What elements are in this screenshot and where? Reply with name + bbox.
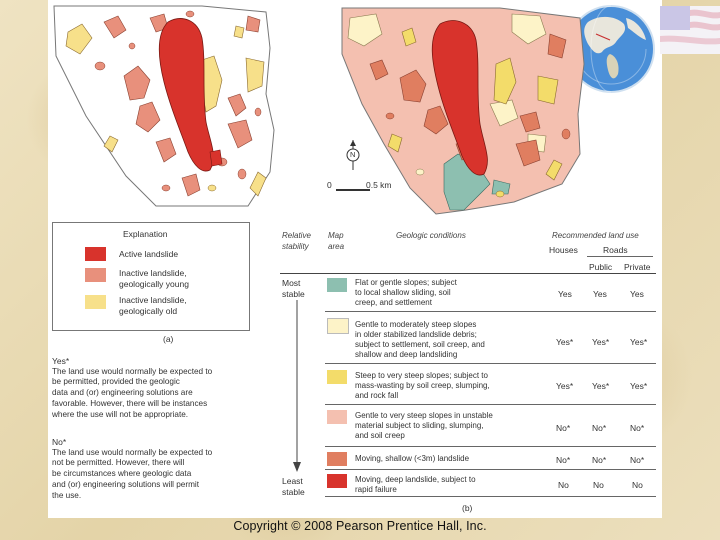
- row-swatch-gentle: [327, 318, 349, 334]
- row-houses: Yes: [558, 289, 572, 299]
- header-roads: Roads: [603, 245, 628, 255]
- no-note-line: the use.: [52, 490, 82, 500]
- yes-note-line: be permitted, provided the geologic: [52, 377, 180, 387]
- explanation-legend: Explanation Active landslide Inactive la…: [52, 222, 250, 331]
- flag-image: [660, 6, 720, 54]
- header-map: Map: [328, 231, 344, 240]
- row-swatch-shallow: [327, 452, 347, 466]
- row-public: No: [593, 480, 604, 490]
- no-note-line: and (or) engineering solutions will perm…: [52, 479, 199, 489]
- row-condition-deep: Moving, deep landslide, subject to rapid …: [355, 475, 476, 494]
- header-divider: [280, 273, 656, 274]
- scale-end-label: 0.5 km: [366, 180, 392, 190]
- row-condition-unstable: Gentle to very steep slopes in unstable m…: [355, 411, 493, 440]
- row-condition-steep: Steep to very steep slopes; subject to ma…: [355, 371, 490, 400]
- yes-note-line: where the use will not be appropriate.: [52, 409, 189, 419]
- legend-swatch-old: [85, 295, 106, 309]
- row-houses: No*: [556, 423, 571, 433]
- north-arrow-icon: [346, 140, 360, 170]
- row-divider: [325, 363, 656, 364]
- no-note: No* The land use would normally be expec…: [52, 437, 244, 501]
- row-houses: No*: [556, 455, 571, 465]
- yes-note-line: favorable. However, there will be instan…: [52, 398, 208, 408]
- yes-note: Yes* The land use would normally be expe…: [52, 356, 244, 420]
- yes-note-title: Yes*: [52, 356, 70, 366]
- globe-image: [567, 5, 655, 93]
- part-a-label: (a): [163, 334, 174, 344]
- legend-swatch-young: [85, 268, 106, 282]
- row-houses: Yes*: [556, 381, 574, 391]
- legend-label-young-2: geologically young: [119, 279, 189, 289]
- scale-start-label: 0: [327, 180, 332, 190]
- legend-label-old-1: Inactive landslide,: [119, 295, 187, 305]
- row-public: No*: [592, 423, 607, 433]
- no-note-line: be circumstances where geologic data: [52, 469, 192, 479]
- legend-swatch-active: [85, 247, 106, 261]
- no-note-title: No*: [52, 437, 67, 447]
- row-public: No*: [592, 455, 607, 465]
- most-label: Most: [282, 278, 301, 288]
- most-label-2: stable: [282, 289, 305, 299]
- row-condition-flat: Flat or gentle slopes; subject to local s…: [355, 278, 457, 307]
- header-private: Private: [624, 262, 651, 272]
- row-divider: [325, 469, 656, 470]
- header-stability: stability: [282, 242, 309, 251]
- copyright-text: Copyright © 2008 Pearson Prentice Hall, …: [233, 519, 487, 533]
- row-houses: Yes*: [556, 337, 574, 347]
- north-label: N: [350, 150, 356, 159]
- row-swatch-deep: [327, 474, 347, 488]
- explanation-title: Explanation: [123, 229, 168, 239]
- header-relative: Relative: [282, 231, 311, 240]
- header-area: area: [328, 242, 345, 251]
- row-swatch-steep: [327, 370, 347, 384]
- least-label-2: stable: [282, 487, 305, 497]
- row-condition-shallow: Moving, shallow (<3m) landslide: [355, 454, 470, 463]
- map-b-land-use-map: [341, 7, 585, 215]
- row-condition-gentle: Gentle to moderately steep slopes in olde…: [355, 320, 485, 359]
- row-private: No: [632, 480, 643, 490]
- row-private: Yes*: [630, 337, 648, 347]
- no-note-line: not be permitted. However, there will: [52, 458, 185, 468]
- least-label: Least: [282, 476, 303, 486]
- map-a-landslide-map: [53, 5, 275, 207]
- row-divider: [325, 404, 656, 405]
- row-private: Yes*: [630, 381, 648, 391]
- header-public: Public: [589, 262, 613, 272]
- scale-bar: [336, 189, 370, 191]
- row-private: Yes: [630, 289, 644, 299]
- stability-arrow-icon: [293, 300, 301, 472]
- row-divider: [325, 446, 656, 447]
- yes-note-line: The land use would normally be expected …: [52, 366, 213, 376]
- row-private: No*: [630, 423, 645, 433]
- row-public: Yes*: [592, 337, 610, 347]
- row-swatch-flat: [327, 278, 347, 292]
- roads-divider: [587, 256, 653, 257]
- yes-note-line: data and (or) engineering solutions are: [52, 388, 193, 398]
- row-swatch-unstable: [327, 410, 347, 424]
- no-note-line: The land use would normally be expected …: [52, 447, 213, 457]
- row-public: Yes: [593, 289, 607, 299]
- row-divider: [325, 311, 656, 312]
- header-houses: Houses: [549, 245, 578, 255]
- legend-label-old-2: geologically old: [119, 306, 178, 316]
- legend-label-active: Active landslide: [119, 249, 179, 259]
- row-houses: No: [558, 480, 569, 490]
- row-private: No*: [630, 455, 645, 465]
- row-public: Yes*: [592, 381, 610, 391]
- legend-label-young-1: Inactive landslide,: [119, 268, 187, 278]
- part-b-label: (b): [462, 503, 473, 513]
- header-recommended: Recommended land use: [552, 231, 639, 240]
- header-geologic: Geologic conditions: [396, 231, 466, 240]
- row-divider: [325, 496, 656, 497]
